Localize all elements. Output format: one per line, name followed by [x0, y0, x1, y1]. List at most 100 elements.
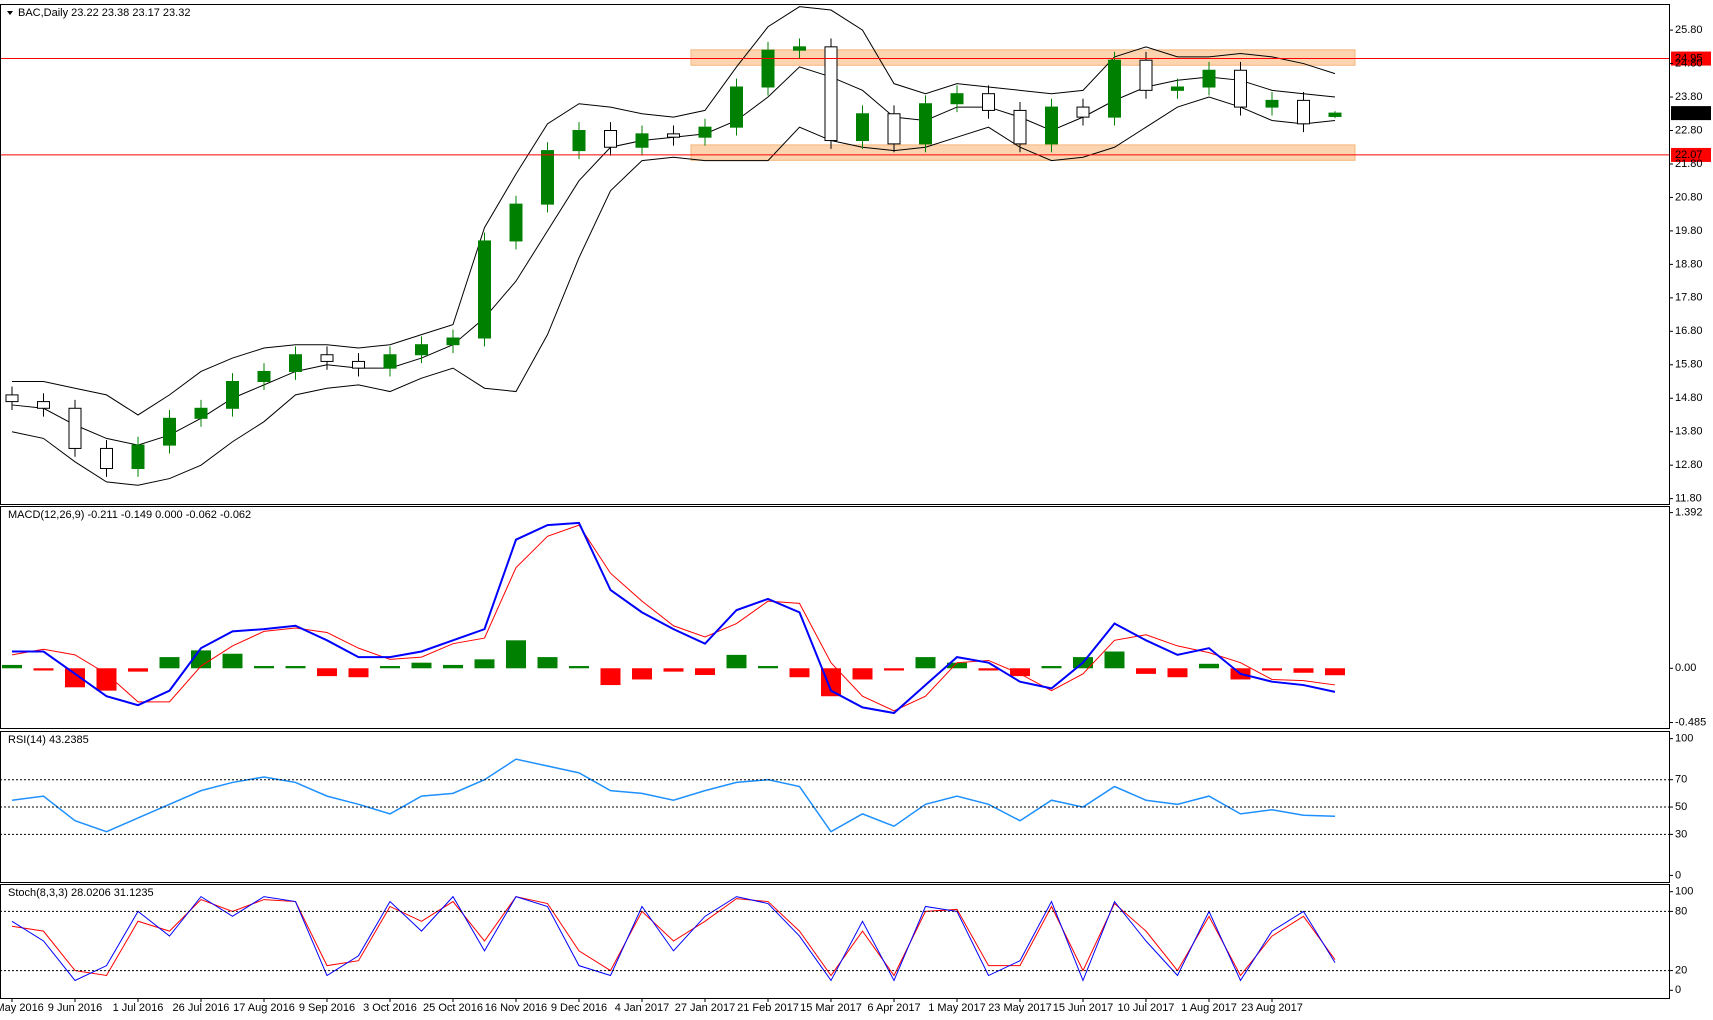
histogram-bar — [1167, 668, 1188, 678]
y-tick-label: 13.80 — [1675, 426, 1703, 438]
y-tick-label: 16.80 — [1675, 325, 1703, 337]
y-tick-label: 23.80 — [1675, 91, 1703, 103]
histogram-bar — [33, 668, 54, 671]
histogram-bar — [947, 662, 967, 669]
candle-body — [982, 93, 995, 111]
y-tick-label: 17.80 — [1675, 292, 1703, 304]
histogram-bar — [978, 668, 999, 671]
y-tick-label: 19.80 — [1675, 225, 1703, 237]
candle-body — [478, 240, 491, 339]
x-tick-label: 1 May 2017 — [928, 1002, 985, 1014]
candle-body — [793, 46, 806, 51]
histogram-bar — [443, 664, 463, 669]
histogram-bar — [2, 664, 22, 669]
candle-body — [257, 370, 271, 383]
x-tick-label: 1 Jul 2016 — [113, 1002, 164, 1014]
candle-body — [1297, 99, 1310, 125]
candle-body — [509, 203, 523, 242]
histogram-bar — [128, 668, 148, 672]
candle-body — [1328, 112, 1342, 117]
rsi-line — [11, 758, 1336, 833]
x-tick-label: 9 Dec 2016 — [551, 1002, 607, 1014]
y-tick-label: 80 — [1675, 905, 1687, 917]
x-tick-label: 9 Sep 2016 — [299, 1002, 355, 1014]
level-label: 22.07 — [1675, 149, 1703, 161]
histogram-bar — [569, 666, 589, 669]
histogram-bar — [65, 668, 85, 688]
histogram-bar — [1136, 668, 1156, 674]
x-tick-label: 25 Oct 2016 — [423, 1002, 483, 1014]
histogram-bar — [1293, 668, 1314, 673]
histogram-bar — [1325, 668, 1345, 676]
candle-body — [824, 46, 838, 142]
x-tick-label: 1 Aug 2017 — [1181, 1002, 1237, 1014]
candle-body — [131, 444, 145, 470]
y-tick-label: 14.80 — [1675, 392, 1703, 404]
macd-line — [12, 521, 1336, 715]
x-tick-label: 23 Aug 2017 — [1241, 1002, 1303, 1014]
y-tick-label: 30 — [1675, 828, 1687, 840]
level-label: 24.95 — [1675, 52, 1703, 64]
y-tick-label: 22.80 — [1675, 124, 1703, 136]
candle-body — [352, 360, 365, 369]
histogram-bar — [821, 668, 841, 697]
histogram-bar — [222, 653, 243, 669]
y-tick-label: 21.80 — [1675, 158, 1703, 170]
candle-body — [226, 381, 239, 409]
y-tick-label: 0.00 — [1675, 662, 1696, 674]
candle-body — [572, 130, 586, 152]
y-tick-label: 0 — [1675, 869, 1681, 881]
candle-body — [68, 407, 82, 449]
y-tick-label: -0.485 — [1675, 716, 1706, 728]
candle-body — [1234, 69, 1247, 108]
candle-body — [604, 130, 617, 148]
histogram-bar — [1104, 651, 1125, 669]
histogram-bar — [1262, 668, 1282, 671]
panel-title: MACD(12,26,9) -0.211 -0.149 0.000 -0.062… — [8, 509, 251, 521]
candle-body — [635, 133, 649, 148]
candle-body — [194, 407, 208, 419]
histogram-bar — [254, 666, 274, 669]
candle-body — [698, 126, 712, 138]
y-tick-label: 18.80 — [1675, 258, 1703, 270]
panel-title: BAC,Daily 23.22 23.38 23.17 23.32 — [18, 7, 190, 19]
histogram-bar — [348, 668, 369, 678]
histogram-bar — [695, 668, 715, 675]
histogram-bar — [411, 662, 432, 669]
last-price-label: 23.32 — [1675, 107, 1703, 119]
x-tick-label: 26 Jul 2016 — [173, 1002, 230, 1014]
x-tick-label: 6 Apr 2017 — [867, 1002, 920, 1014]
candle-body — [5, 394, 19, 403]
x-tick-label: 15 Mar 2017 — [800, 1002, 862, 1014]
histogram-bar — [317, 668, 337, 677]
signal-line — [11, 524, 1336, 712]
histogram-bar — [632, 668, 652, 680]
x-tick-label: 4 Jan 2017 — [615, 1002, 669, 1014]
candle-body — [1076, 106, 1090, 118]
panel-title: RSI(14) 43.2385 — [8, 734, 89, 746]
stoch-main-line — [11, 895, 1336, 982]
menu-triangle — [7, 11, 13, 15]
x-tick-label: 23 May 2017 — [988, 1002, 1052, 1014]
candle-body — [667, 133, 680, 138]
candle-body — [1108, 59, 1121, 118]
candle-body — [730, 86, 743, 128]
candle-body — [383, 354, 397, 369]
candle-body — [1045, 106, 1058, 145]
candle-body — [289, 354, 302, 372]
histogram-bar — [1199, 663, 1219, 669]
y-tick-label: 1.392 — [1675, 507, 1703, 519]
y-tick-label: 100 — [1675, 733, 1693, 745]
x-tick-label: 10 Jul 2017 — [1118, 1002, 1175, 1014]
y-tick-label: 24.80 — [1675, 57, 1703, 69]
histogram-bar — [600, 668, 621, 686]
y-tick-label: 25.80 — [1675, 24, 1703, 36]
level-label-box — [1671, 51, 1711, 66]
histogram-bar — [789, 668, 810, 678]
candle-body — [320, 354, 334, 362]
histogram-bar — [506, 640, 526, 669]
x-tick-label: 17 May 2016 — [0, 1002, 44, 1014]
histogram-bar — [1041, 666, 1062, 669]
